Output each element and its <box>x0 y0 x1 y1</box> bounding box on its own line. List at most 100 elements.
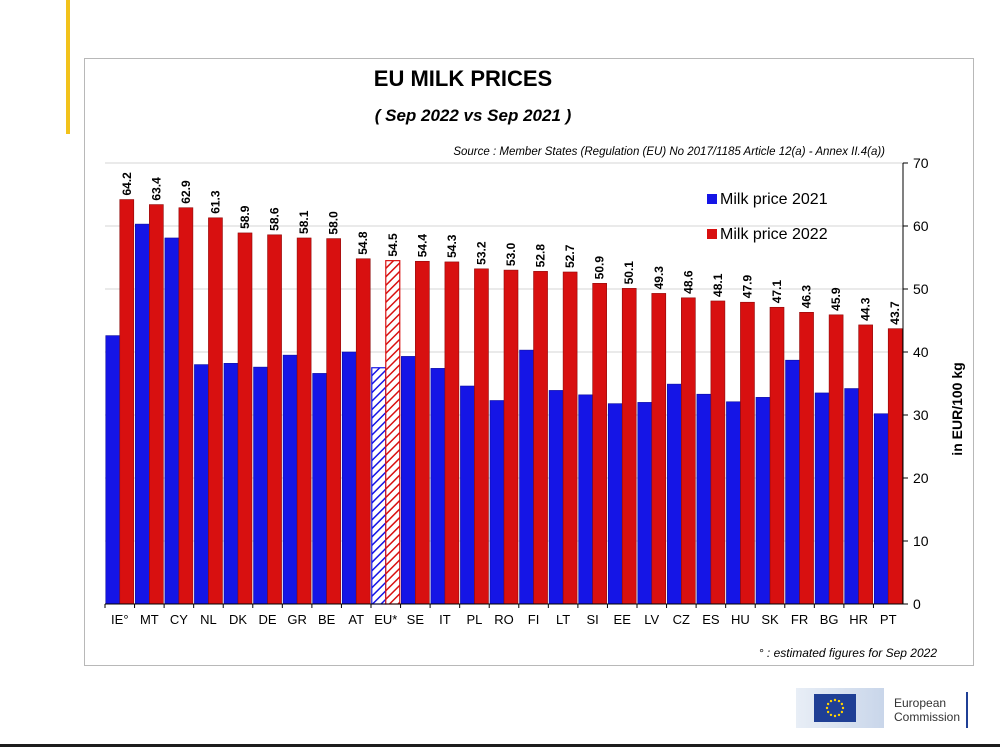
bar-2021-SE <box>401 356 416 605</box>
category-label-NL: NL <box>200 612 217 627</box>
legend-swatch-2021 <box>707 194 717 204</box>
bar-2021-BE <box>312 373 327 605</box>
category-label-LV: LV <box>644 612 659 627</box>
value-label-GR: 58.1 <box>297 210 311 234</box>
logo-line-1: European <box>894 696 947 710</box>
chart-frame: EU MILK PRICES ( Sep 2022 vs Sep 2021 ) … <box>84 58 974 666</box>
category-label-HU: HU <box>731 612 750 627</box>
value-label-FR: 46.3 <box>800 285 814 309</box>
bar-2021-AT <box>341 351 357 605</box>
bars <box>105 199 903 605</box>
y-tick-label: 40 <box>913 344 929 360</box>
category-label-IE°: IE° <box>111 612 128 627</box>
value-label-AT: 54.8 <box>356 231 370 255</box>
y-tick-label: 20 <box>913 470 929 486</box>
bar-2022-FR <box>799 312 814 605</box>
bar-2021-LT <box>548 390 564 605</box>
european-commission-logo: European Commission <box>796 688 976 732</box>
category-label-MT: MT <box>140 612 159 627</box>
category-label-DE: DE <box>259 612 277 627</box>
value-label-BG: 45.9 <box>829 287 843 311</box>
bar-2021-BG <box>814 392 830 605</box>
y-tick-label: 60 <box>913 218 929 234</box>
bar-2022-RO <box>503 269 519 605</box>
milk-price-chart: EU MILK PRICES ( Sep 2022 vs Sep 2021 ) … <box>104 66 965 660</box>
value-label-LT: 52.7 <box>563 244 577 268</box>
bar-2021-FI <box>519 349 534 605</box>
value-label-PT: 43.7 <box>888 301 902 325</box>
bar-2021-HR <box>844 388 859 605</box>
bar-2021-HU <box>726 401 741 605</box>
category-label-GR: GR <box>287 612 307 627</box>
value-label-HR: 44.3 <box>859 297 873 321</box>
bar-2022-DE <box>267 234 282 605</box>
bar-2022-EU* <box>385 260 401 605</box>
category-label-RO: RO <box>494 612 514 627</box>
bar-2021-RO <box>489 400 505 605</box>
bar-2022-PL <box>474 268 489 605</box>
bar-2022-SI <box>592 283 607 605</box>
bar-2022-BE <box>326 238 341 605</box>
logo-line-2: Commission <box>894 710 961 724</box>
eu-flag-icon <box>814 694 856 722</box>
value-label-SK: 47.1 <box>770 280 784 304</box>
y-tick-label: 10 <box>913 533 929 549</box>
y-tick-label: 30 <box>913 407 929 423</box>
bar-2022-NL <box>208 217 223 605</box>
logo-rule <box>966 692 968 728</box>
bar-2022-HR <box>858 324 873 605</box>
value-label-SE: 54.4 <box>415 234 429 258</box>
category-label-LT: LT <box>556 612 570 627</box>
category-label-ES: ES <box>702 612 720 627</box>
bar-2022-HU <box>740 301 755 605</box>
value-label-SI: 50.9 <box>593 256 607 280</box>
value-label-DE: 58.6 <box>268 207 282 231</box>
value-label-PL: 53.2 <box>474 241 488 265</box>
value-label-CY: 62.9 <box>179 180 193 204</box>
bar-2022-EE <box>621 288 637 605</box>
bar-2021-LV <box>637 402 653 605</box>
category-label-BE: BE <box>318 612 336 627</box>
value-label-RO: 53.0 <box>504 242 518 266</box>
category-label-EU*: EU* <box>374 612 397 627</box>
category-label-SE: SE <box>407 612 425 627</box>
bar-2021-EU* <box>371 367 387 605</box>
value-label-HU: 47.9 <box>740 275 754 299</box>
category-label-CZ: CZ <box>673 612 690 627</box>
bar-2022-SE <box>415 260 430 605</box>
category-label-AT: AT <box>348 612 364 627</box>
y-axis-label: in EUR/100 kg <box>949 362 965 455</box>
legend-label-2022: Milk price 2022 <box>720 226 828 243</box>
bar-2022-DK <box>237 232 253 605</box>
y-tick-label: 0 <box>913 596 921 612</box>
legend: Milk price 2021 Milk price 2022 <box>707 191 828 243</box>
y-tick-label: 70 <box>913 155 929 171</box>
bar-2021-CY <box>164 237 180 605</box>
bar-2021-ES <box>696 393 712 605</box>
category-label-CY: CY <box>170 612 188 627</box>
value-labels: 64.2 63.4 62.9 61.3 58.9 58.6 58.1 58.0 54.8 54.5… <box>120 172 902 325</box>
bar-2021-EE <box>607 403 623 605</box>
category-label-IT: IT <box>439 612 451 627</box>
bar-2021-DE <box>253 366 268 605</box>
y-tick-label: 50 <box>913 281 929 297</box>
category-label-BG: BG <box>820 612 839 627</box>
category-label-PT: PT <box>880 612 897 627</box>
category-label-PL: PL <box>466 612 482 627</box>
value-label-IT: 54.3 <box>445 234 459 258</box>
logo-building-graphic <box>796 688 884 728</box>
chart-title: EU MILK PRICES <box>374 66 552 91</box>
bar-2022-LV <box>651 293 667 605</box>
value-label-NL: 61.3 <box>208 190 222 214</box>
bar-2021-MT <box>135 223 150 605</box>
bar-2022-GR <box>296 237 312 605</box>
bar-2022-ES <box>710 300 726 605</box>
chart-subtitle: ( Sep 2022 vs Sep 2021 ) <box>375 106 572 125</box>
category-label-SI: SI <box>587 612 599 627</box>
footer-rule <box>0 744 1000 747</box>
chart-footnote: ° : estimated figures for Sep 2022 <box>759 646 938 660</box>
bar-2021-GR <box>282 354 298 605</box>
legend-label-2021: Milk price 2021 <box>720 191 828 208</box>
bar-2021-IT <box>430 368 446 605</box>
category-label-SK: SK <box>761 612 779 627</box>
